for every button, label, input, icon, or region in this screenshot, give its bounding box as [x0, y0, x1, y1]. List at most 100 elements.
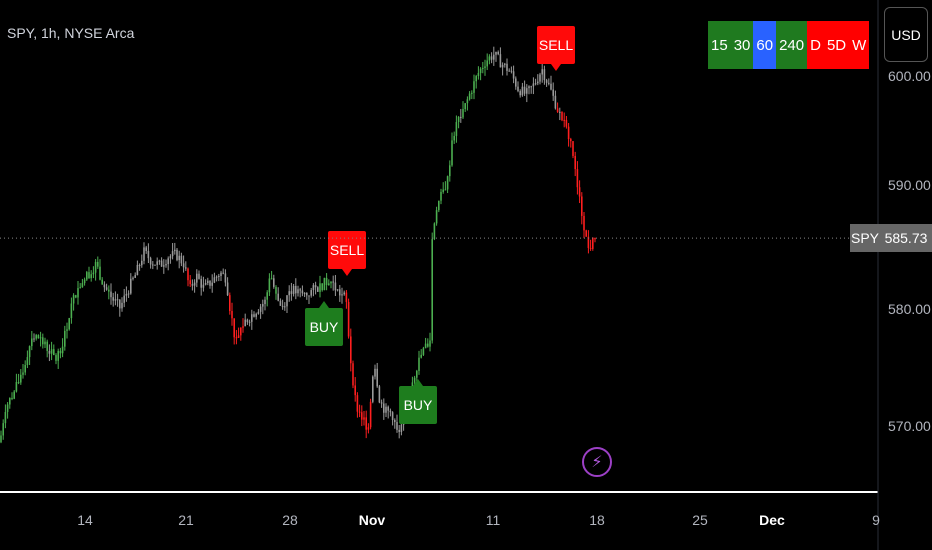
signal-text: BUY [310, 319, 339, 335]
candle-body [275, 286, 277, 294]
candle-body [541, 69, 543, 75]
candle-body [323, 277, 326, 291]
lightning-icon[interactable]: ⚡ [582, 447, 612, 477]
candle-body [264, 299, 266, 305]
candle-body [495, 51, 497, 55]
timeframe-30[interactable]: 30 [730, 21, 754, 69]
timeframe-240[interactable]: 240 [776, 21, 808, 69]
candle-body [512, 71, 515, 79]
candle-body [284, 306, 286, 308]
candle-body [431, 239, 433, 341]
candle-body [222, 272, 224, 274]
candle-body [156, 261, 158, 265]
symbol-title: SPY, 1h, NYSE Arca [7, 25, 135, 41]
candle-body [50, 349, 53, 354]
currency-button[interactable]: USD [884, 7, 928, 62]
timeframe-w[interactable]: W [849, 21, 870, 69]
candle-body [15, 382, 18, 392]
candle-body [372, 376, 374, 402]
candle-body [398, 429, 400, 432]
candle-body [576, 169, 579, 188]
candle-body [565, 119, 568, 127]
timeframe-15[interactable]: 15 [708, 21, 731, 69]
candle-body [9, 397, 11, 405]
candle-body [226, 282, 229, 296]
candle-body [33, 338, 35, 340]
candle-body [442, 189, 444, 192]
candle-body [251, 314, 253, 322]
candle-body [44, 341, 46, 345]
candle-body [345, 292, 348, 302]
candle-body [310, 290, 312, 296]
candle-body [229, 295, 231, 311]
candle-body [253, 314, 255, 317]
candle-body [79, 287, 81, 289]
candle-body [237, 335, 240, 338]
time-tick: 18 [589, 512, 605, 528]
timeframe-5d[interactable]: 5D [823, 21, 850, 69]
candle-body [163, 265, 165, 267]
candle-body [187, 268, 189, 281]
candle-body [488, 56, 491, 61]
timeframe-d[interactable]: D [807, 21, 824, 69]
signals-layer: SELL BUY SELL BUY [305, 26, 575, 424]
candle-body [46, 341, 48, 351]
candle-body [213, 277, 216, 283]
candle-body [4, 411, 7, 424]
candle-body [539, 74, 541, 82]
candle-body [365, 417, 367, 430]
candle-body [200, 278, 202, 288]
candle-body [141, 260, 143, 266]
candle-body [519, 91, 521, 96]
candle-body [154, 264, 156, 266]
buy-signal-label [305, 308, 343, 346]
candle-body [182, 263, 185, 268]
candle-body [391, 412, 394, 420]
candle-body [295, 285, 297, 294]
candle-body [72, 295, 75, 304]
candle-body [339, 289, 341, 296]
candle-body [158, 260, 161, 262]
candle-body [191, 284, 194, 286]
candle-body [592, 237, 594, 249]
candle-body [548, 82, 550, 84]
candle-body [220, 272, 222, 276]
candle-body [457, 116, 460, 123]
candle-body [559, 111, 561, 113]
candle-body [550, 83, 552, 90]
candle-body [561, 111, 563, 121]
candle-body [235, 337, 238, 339]
candle-body [444, 189, 447, 191]
candle-body [363, 417, 365, 420]
candle-body [468, 93, 471, 100]
candle-body [501, 64, 504, 68]
candle-body [394, 419, 396, 423]
candle-body [515, 78, 517, 87]
candle-body [563, 119, 565, 121]
candle-body [396, 422, 398, 430]
candle-body [572, 141, 574, 156]
timeframe-bar: 15 30 60 240 D 5D W [708, 21, 870, 69]
candle-body [196, 273, 198, 283]
candle-body [233, 318, 235, 338]
candle-body [499, 54, 502, 68]
candle-body [178, 255, 180, 261]
candle-body [99, 266, 101, 280]
timeframe-60[interactable]: 60 [753, 21, 777, 69]
candle-body [121, 302, 123, 309]
candle-body [240, 327, 242, 336]
time-tick: 9 [872, 512, 880, 528]
candle-body [55, 355, 57, 361]
candle-body [83, 279, 86, 284]
candle-body [53, 349, 55, 356]
candle-body [429, 340, 431, 347]
candle-body [160, 260, 163, 267]
candle-body [64, 330, 66, 347]
candle-body [574, 155, 576, 170]
candle-body [400, 424, 403, 432]
candle-body [61, 346, 64, 354]
candle-body [88, 272, 90, 279]
sell-signal-label [328, 231, 366, 269]
